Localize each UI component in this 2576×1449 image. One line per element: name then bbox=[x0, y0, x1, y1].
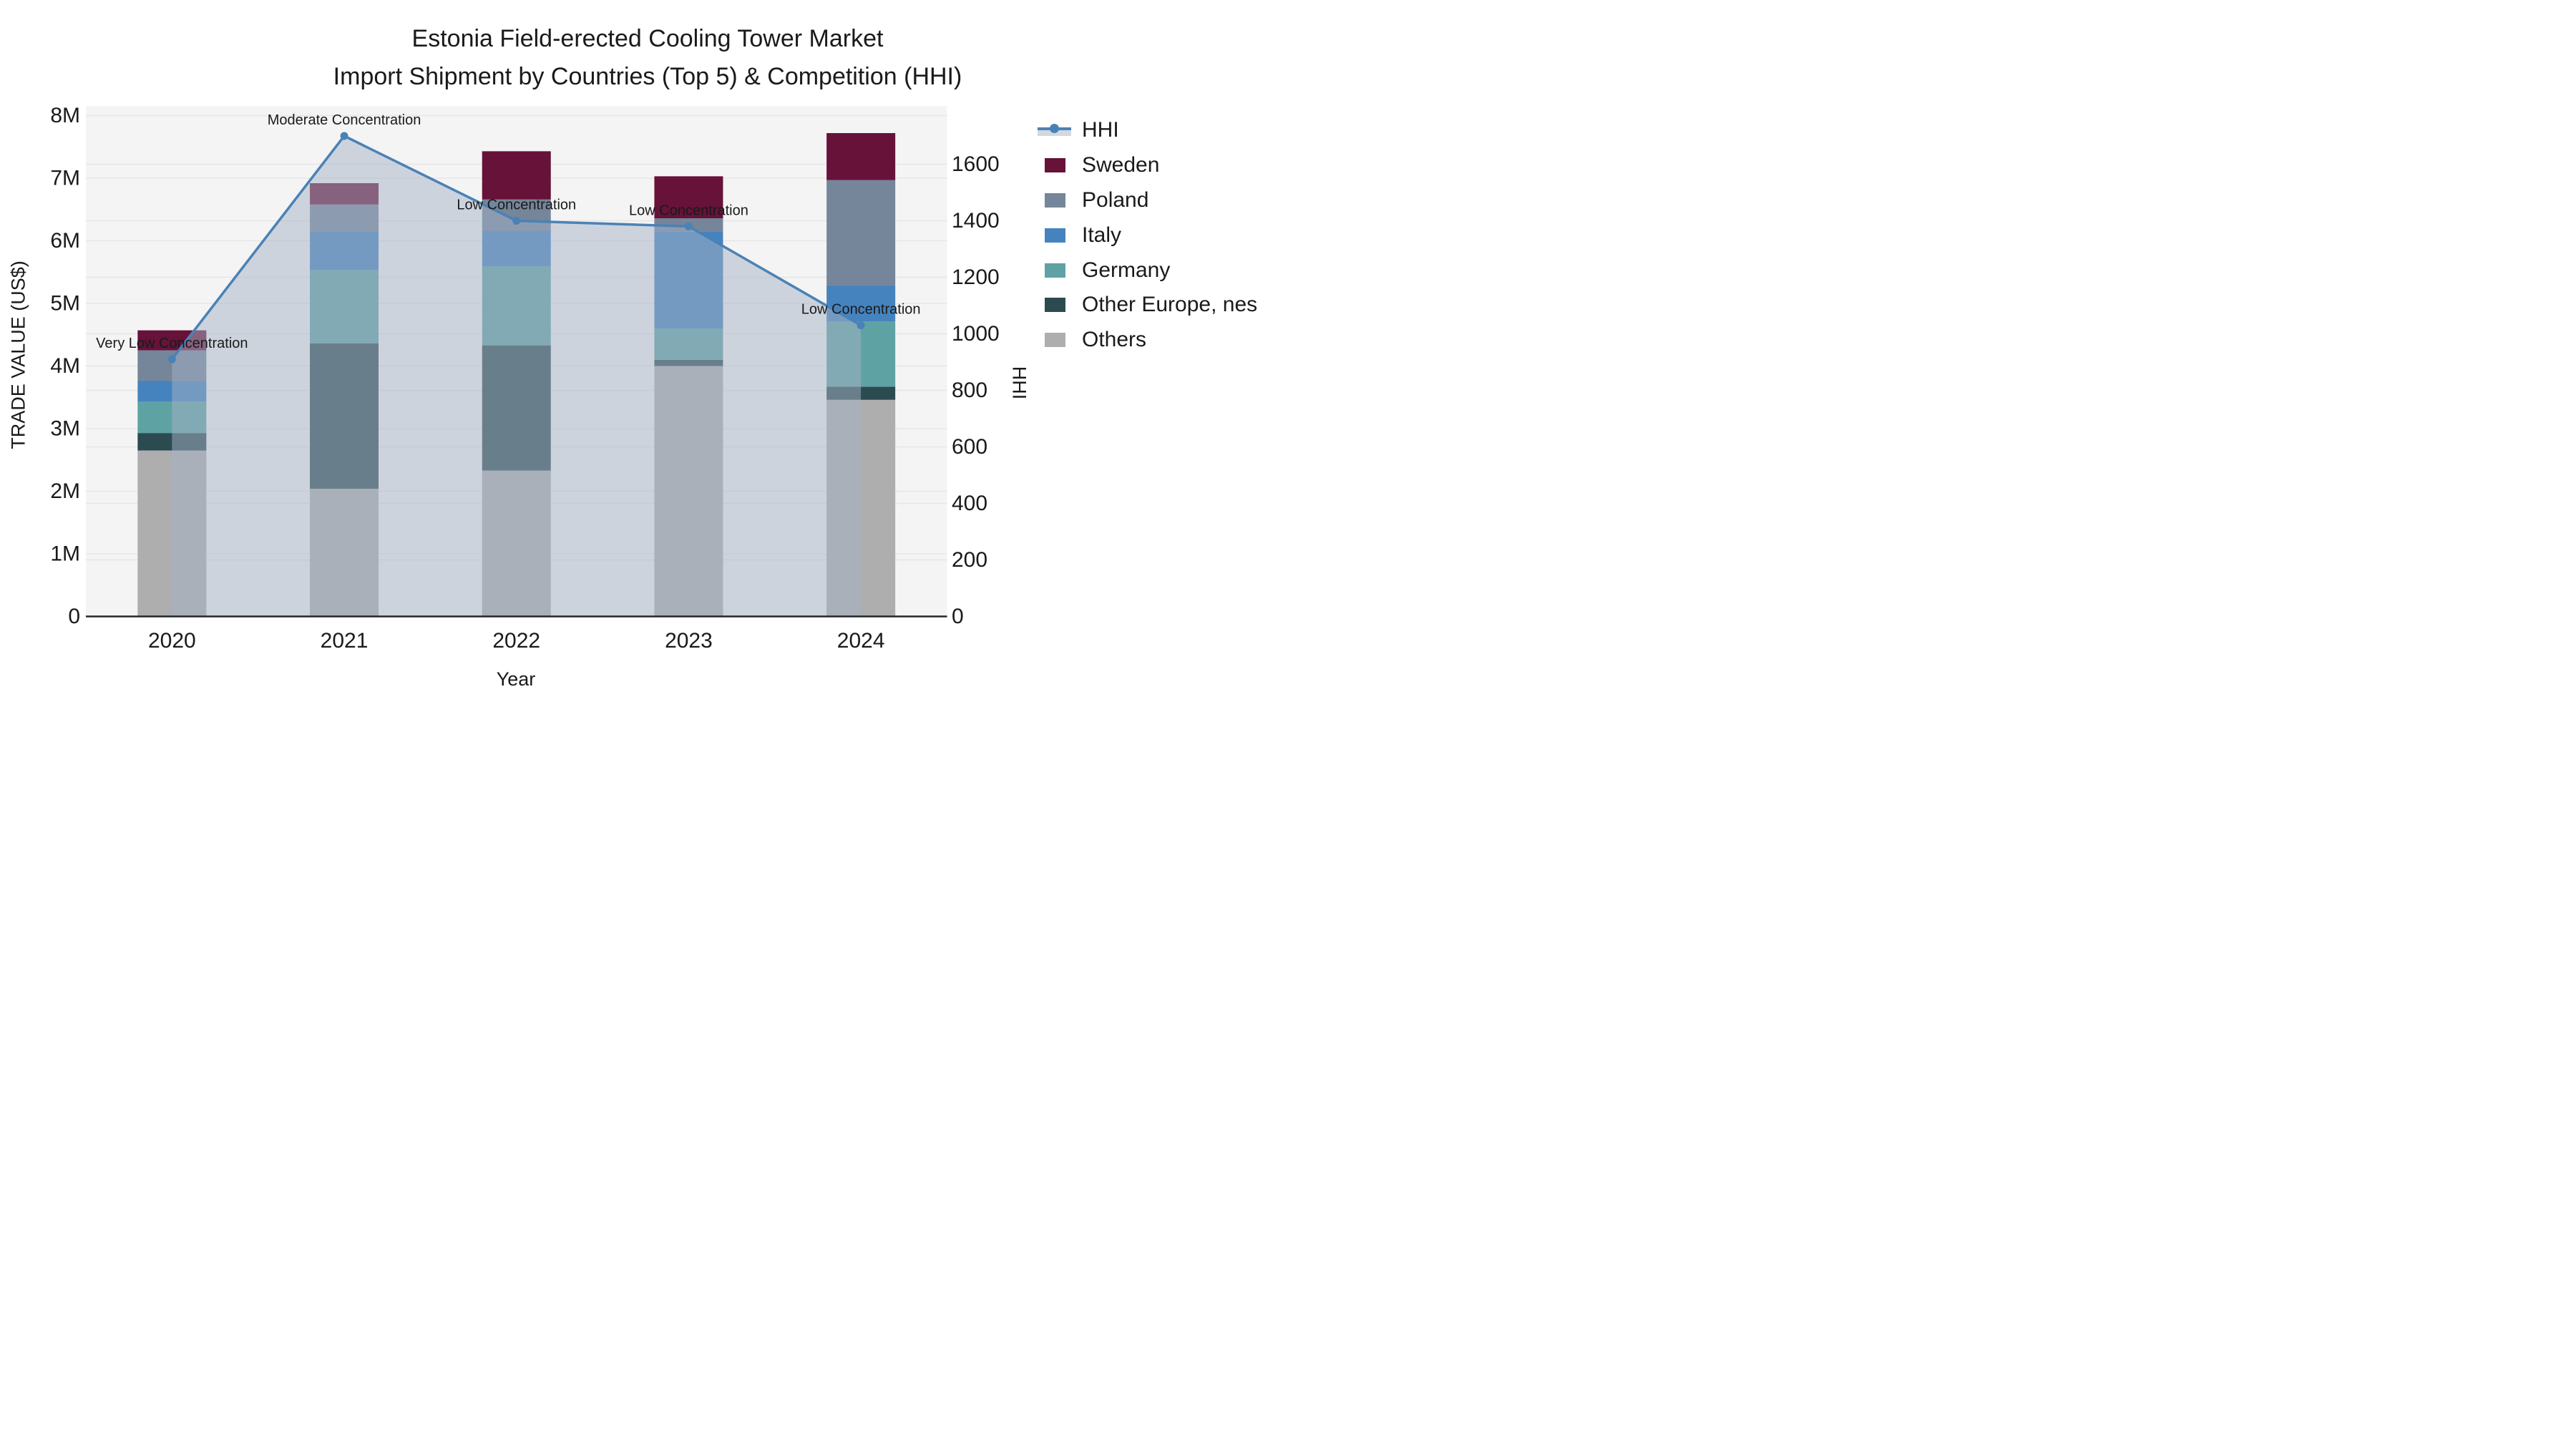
legend-item-italy: Italy bbox=[1038, 218, 1257, 253]
y-tick-left-4M: 4M bbox=[50, 354, 80, 378]
y-axis-label-left: TRADE VALUE (US$) bbox=[7, 260, 29, 449]
bar-segment-sweden-2024 bbox=[826, 133, 896, 180]
chart-title-line1: Estonia Field-erected Cooling Tower Mark… bbox=[411, 25, 884, 52]
annotation-2023: Low Concentration bbox=[629, 203, 748, 218]
legend-item-poland: Poland bbox=[1038, 183, 1257, 218]
legend-swatch-icon bbox=[1038, 192, 1073, 208]
legend-item-others: Others bbox=[1038, 323, 1257, 358]
legend-swatch-icon bbox=[1038, 228, 1073, 243]
y-tick-left-2M: 2M bbox=[50, 479, 80, 503]
legend-label: Others bbox=[1082, 328, 1147, 352]
x-tick-2021: 2021 bbox=[321, 629, 369, 653]
x-tick-2023: 2023 bbox=[665, 629, 713, 653]
legend-swatch-icon bbox=[1038, 263, 1073, 278]
y-tick-right-1400: 1400 bbox=[952, 209, 1000, 233]
y-tick-right-600: 600 bbox=[952, 435, 987, 459]
chart-canvas: Very Low Concentration Moderate Concentra… bbox=[50, 104, 1000, 653]
hhi-marker-2022 bbox=[512, 217, 521, 225]
y-axis-label-right: HHI bbox=[1008, 366, 1030, 400]
y-tick-left-5M: 5M bbox=[50, 292, 80, 316]
legend-item-hhi: HHI bbox=[1038, 113, 1257, 148]
chart-title: Estonia Field-erected Cooling Tower Mark… bbox=[182, 20, 1113, 95]
annotation-2020: Very Low Concentration bbox=[96, 336, 248, 351]
legend-item-germany: Germany bbox=[1038, 253, 1257, 288]
y-tick-left-6M: 6M bbox=[50, 229, 80, 253]
bar-segment-poland-2024 bbox=[826, 180, 896, 286]
hhi-marker-2020 bbox=[167, 355, 176, 364]
y-tick-left-7M: 7M bbox=[50, 167, 80, 190]
hhi-area-fill bbox=[172, 136, 862, 617]
bar-segment-sweden-2023 bbox=[654, 176, 723, 218]
y-tick-right-800: 800 bbox=[952, 379, 987, 402]
legend-label: Italy bbox=[1082, 223, 1122, 247]
legend-swatch-icon bbox=[1038, 333, 1073, 348]
legend-label: Sweden bbox=[1082, 153, 1160, 177]
y-tick-right-1000: 1000 bbox=[952, 322, 1000, 346]
hhi-marker-2024 bbox=[857, 321, 865, 330]
y-tick-left-3M: 3M bbox=[50, 417, 80, 441]
figure: Very Low Concentration Moderate Concentra… bbox=[0, 0, 1288, 724]
legend-swatch-icon bbox=[1038, 158, 1073, 173]
hhi-marker-2021 bbox=[340, 132, 348, 140]
legend-line-icon bbox=[1038, 123, 1073, 137]
hhi-marker-2023 bbox=[684, 222, 693, 230]
x-axis-label: Year bbox=[496, 668, 536, 690]
y-tick-right-0: 0 bbox=[952, 605, 964, 628]
y-tick-right-200: 200 bbox=[952, 548, 987, 572]
chart-title-line2: Import Shipment by Countries (Top 5) & C… bbox=[333, 62, 962, 90]
annotation-2024: Low Concentration bbox=[801, 302, 921, 318]
legend-swatch-icon bbox=[1038, 298, 1073, 313]
annotation-2021: Moderate Concentration bbox=[268, 112, 421, 128]
legend-label: Poland bbox=[1082, 187, 1149, 212]
bar-segment-sweden-2022 bbox=[482, 151, 551, 200]
legend-label: HHI bbox=[1082, 118, 1119, 142]
legend-label: Germany bbox=[1082, 258, 1171, 282]
x-tick-2024: 2024 bbox=[837, 629, 885, 653]
y-tick-left-8M: 8M bbox=[50, 104, 80, 127]
y-tick-left-1M: 1M bbox=[50, 542, 80, 566]
x-tick-2022: 2022 bbox=[492, 629, 540, 653]
x-tick-2020: 2020 bbox=[148, 629, 196, 653]
legend-item-sweden: Sweden bbox=[1038, 148, 1257, 183]
y-tick-right-1600: 1600 bbox=[952, 152, 1000, 176]
legend-label: Other Europe, nes bbox=[1082, 293, 1258, 317]
y-tick-right-400: 400 bbox=[952, 492, 987, 515]
y-tick-right-1200: 1200 bbox=[952, 265, 1000, 289]
legend-item-other-europe-nes: Other Europe, nes bbox=[1038, 288, 1257, 323]
annotation-2022: Low Concentration bbox=[457, 197, 576, 213]
y-tick-left-0: 0 bbox=[68, 605, 80, 628]
legend: HHI Sweden Poland Italy Germany Other Europe,… bbox=[1038, 113, 1257, 358]
